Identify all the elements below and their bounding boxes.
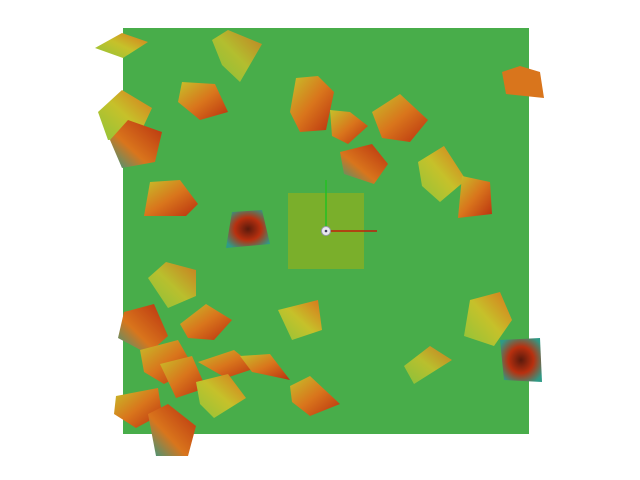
crystal[interactable] xyxy=(290,376,340,416)
origin-handle-dot xyxy=(324,229,328,233)
crystal[interactable] xyxy=(148,262,196,308)
crystal[interactable] xyxy=(418,146,466,202)
crystal[interactable] xyxy=(330,110,368,144)
crystal[interactable] xyxy=(372,94,428,142)
crystal[interactable] xyxy=(160,356,206,398)
crystal[interactable] xyxy=(180,304,232,340)
crystal[interactable] xyxy=(500,338,542,382)
crystal[interactable] xyxy=(95,33,148,58)
crystal[interactable] xyxy=(240,354,290,380)
crystal[interactable] xyxy=(340,144,388,184)
crystal[interactable] xyxy=(118,304,168,354)
crystal[interactable] xyxy=(196,374,246,418)
crystal[interactable] xyxy=(458,176,492,218)
crystal[interactable] xyxy=(212,30,262,82)
crystal[interactable] xyxy=(278,300,322,340)
crystal[interactable] xyxy=(290,76,334,132)
crystal[interactable] xyxy=(226,210,270,248)
crystal[interactable] xyxy=(178,82,228,120)
crystal[interactable] xyxy=(148,404,196,456)
crystal[interactable] xyxy=(464,292,512,346)
crystal[interactable] xyxy=(110,120,162,168)
crystal[interactable] xyxy=(502,66,544,98)
crystal[interactable] xyxy=(404,346,452,384)
crystal[interactable] xyxy=(144,180,198,216)
scene-objects xyxy=(95,30,544,456)
